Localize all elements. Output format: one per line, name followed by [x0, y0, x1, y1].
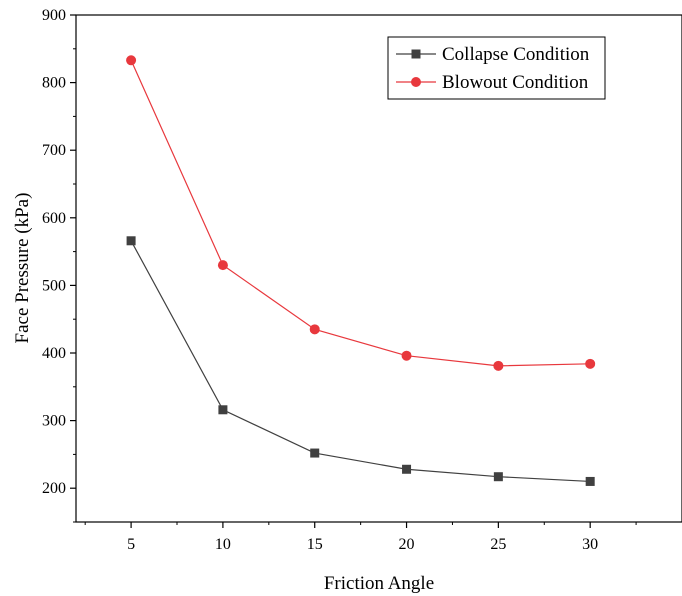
x-tick-label: 15 — [307, 536, 323, 553]
legend-label: Collapse Condition — [442, 44, 590, 65]
x-tick-label: 20 — [399, 536, 415, 553]
y-tick-label: 400 — [42, 345, 66, 362]
legend-box — [387, 36, 606, 100]
x-tick-label: 5 — [127, 536, 135, 553]
y-tick-label: 700 — [42, 142, 66, 159]
x-axis: 5 10 15 20 25 30 — [84, 522, 637, 553]
data-point — [217, 260, 228, 271]
y-tick-label: 300 — [42, 413, 66, 430]
x-axis-title: Friction Angle — [324, 573, 434, 594]
x-tick-label: 30 — [582, 536, 598, 553]
data-point — [493, 472, 503, 482]
legend-item: Blowout Condition — [396, 72, 589, 93]
series-1 — [126, 236, 595, 486]
data-point — [218, 405, 228, 415]
legend-label: Blowout Condition — [442, 72, 589, 93]
series-line — [130, 240, 591, 483]
legend-marker — [411, 77, 421, 87]
y-tick-label: 200 — [42, 480, 66, 497]
y-tick-label: 600 — [42, 210, 66, 227]
series-2 — [126, 55, 596, 371]
legend-marker — [411, 49, 421, 59]
data-point — [585, 476, 595, 486]
y-tick-label: 900 — [42, 7, 66, 24]
legend-item: Collapse Condition — [396, 44, 590, 65]
series-line — [130, 60, 591, 367]
x-tick-label: 25 — [490, 536, 506, 553]
data-point — [310, 448, 320, 458]
data-point — [126, 236, 136, 246]
y-axis-title: Face Pressure (kPa) — [12, 193, 33, 344]
series-layer — [126, 55, 596, 486]
x-tick-label: 10 — [215, 536, 231, 553]
y-tick-label: 800 — [42, 75, 66, 92]
y-axis: 200 300 400 500 600 700 800 900 — [42, 7, 76, 523]
data-point — [309, 324, 320, 335]
data-point — [402, 464, 412, 474]
data-point — [493, 360, 504, 371]
y-tick-label: 500 — [42, 277, 66, 294]
data-point — [126, 55, 137, 66]
plot-frame — [75, 14, 682, 523]
data-point — [585, 358, 596, 369]
legend: Collapse Condition Blowout Condition — [387, 36, 606, 100]
data-point — [401, 350, 412, 361]
